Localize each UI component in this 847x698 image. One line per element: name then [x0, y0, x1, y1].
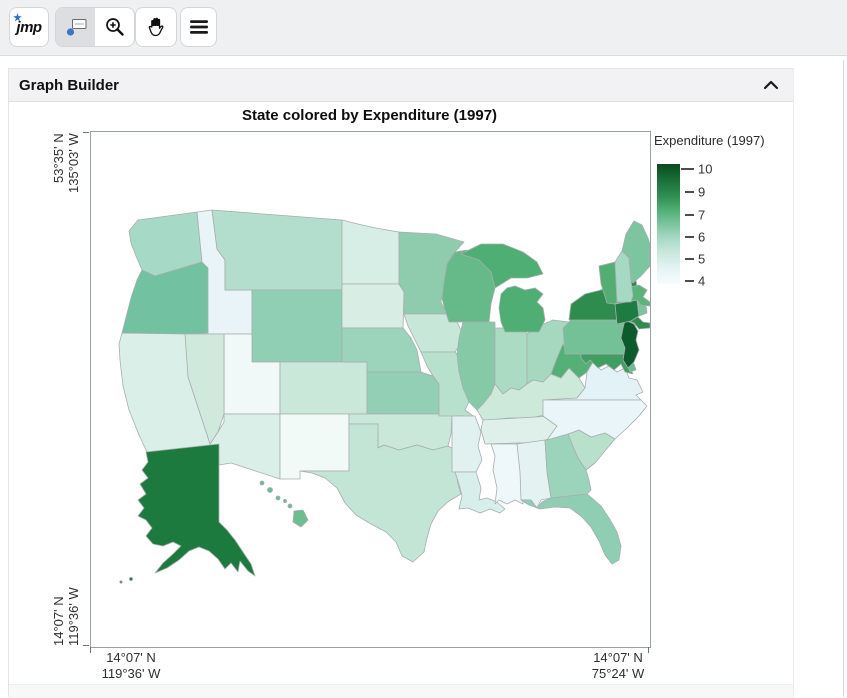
data-tip-icon — [66, 19, 86, 36]
state-nd[interactable] — [341, 219, 400, 285]
state-ak-island[interactable] — [129, 576, 134, 581]
jmp-star-icon — [13, 12, 23, 21]
hand-icon — [148, 17, 164, 37]
grabber-tool-button[interactable] — [136, 8, 176, 46]
y-axis-top-lon: 135°03' W — [66, 133, 81, 193]
us-choropleth-map[interactable] — [91, 132, 650, 647]
state-va[interactable] — [542, 361, 644, 401]
legend-tick-mark — [685, 236, 694, 238]
legend-tick-label: 5 — [698, 251, 706, 267]
legend-tick-label: 9 — [698, 184, 706, 200]
window-right-border — [843, 60, 844, 697]
data-tip-tool-button[interactable] — [56, 8, 95, 46]
y-axis-label-bottom[interactable]: 14°07' N 119°36' W — [51, 530, 81, 646]
state-hi-island[interactable] — [282, 498, 287, 503]
y-axis-tick-bottom — [83, 645, 89, 646]
menu-button[interactable] — [181, 8, 216, 46]
legend-tick-label: 10 — [698, 161, 713, 177]
state-or[interactable] — [121, 261, 209, 338]
state-la[interactable] — [454, 471, 506, 514]
state-in[interactable] — [494, 327, 528, 395]
state-ks[interactable] — [366, 371, 440, 415]
panel-title: Graph Builder — [19, 76, 120, 94]
state-hi-island[interactable] — [275, 495, 281, 501]
y-axis-bottom-lat: 14°07' N — [51, 596, 66, 646]
y-axis-tick-top — [83, 132, 89, 133]
state-hi-island[interactable] — [287, 503, 293, 509]
x-axis-right-lat: 14°07' N — [593, 650, 643, 665]
magnifier-tool-button[interactable] — [95, 8, 134, 46]
graph-builder-panel: Graph Builder State colored by Expenditu… — [8, 68, 794, 698]
legend-tick-mark — [685, 280, 694, 282]
hamburger-menu-icon — [189, 20, 208, 34]
x-axis-label-left[interactable]: 14°07' N 119°36' W — [86, 650, 176, 682]
top-toolbar: jmp — [0, 0, 847, 56]
state-sd[interactable] — [341, 283, 405, 329]
x-axis-label-right[interactable]: 14°07' N 75°24' W — [573, 650, 663, 682]
state-hi-island[interactable] — [267, 487, 273, 493]
state-hi-big-island[interactable] — [292, 509, 309, 528]
panel-footer — [9, 684, 793, 698]
legend-tick-mark — [681, 168, 694, 170]
legend-tick-label: 4 — [698, 273, 706, 289]
state-ak[interactable] — [137, 443, 256, 577]
state-nj[interactable] — [620, 319, 640, 369]
state-mi-upper[interactable] — [460, 243, 544, 289]
state-hi-island[interactable] — [259, 480, 265, 486]
state-wy[interactable] — [251, 289, 343, 363]
state-fl[interactable] — [520, 493, 622, 565]
legend-tick-label: 7 — [698, 207, 706, 223]
legend-tick-mark — [685, 191, 694, 193]
graph-area: State colored by Expenditure (1997) — [9, 102, 793, 684]
x-axis-tick-left — [90, 647, 91, 653]
state-nm[interactable] — [279, 413, 350, 480]
state-ak-island[interactable] — [119, 580, 123, 584]
state-mi-lower[interactable] — [498, 285, 546, 333]
y-axis-label-top[interactable]: 53°35' N 135°03' W — [51, 133, 81, 249]
legend-gradient[interactable] — [657, 164, 680, 284]
y-axis-bottom-lon: 119°36' W — [66, 587, 81, 646]
x-axis-right-lon: 75°24' W — [591, 666, 645, 681]
chevron-up-icon — [763, 80, 779, 90]
jmp-logo-text: jmp — [16, 18, 42, 36]
state-ar[interactable] — [451, 415, 483, 473]
state-mt[interactable] — [211, 209, 343, 291]
x-axis-tick-right — [648, 647, 649, 653]
state-tx[interactable] — [299, 423, 462, 563]
magnifier-plus-icon — [105, 18, 124, 36]
state-nc[interactable] — [542, 399, 648, 441]
legend-title: Expenditure (1997) — [654, 133, 765, 148]
state-co[interactable] — [279, 361, 368, 415]
jmp-logo-button[interactable]: jmp — [10, 8, 48, 46]
panel-header[interactable]: Graph Builder — [9, 68, 793, 102]
map-frame — [90, 131, 651, 648]
tool-button-group — [56, 8, 134, 46]
jmp-logo: jmp — [13, 12, 42, 36]
state-me[interactable] — [621, 220, 650, 284]
x-axis-left-lon: 119°36' W — [101, 666, 161, 681]
x-axis-left-lat: 14°07' N — [106, 650, 156, 665]
collapse-button[interactable] — [761, 77, 781, 93]
graph-title[interactable]: State colored by Expenditure (1997) — [241, 107, 498, 124]
legend-tick-label: 6 — [698, 229, 706, 245]
legend-tick-mark — [685, 214, 694, 216]
legend-tick-mark — [685, 258, 694, 260]
y-axis-top-lat: 53°35' N — [51, 133, 66, 183]
state-wi[interactable] — [441, 249, 496, 323]
